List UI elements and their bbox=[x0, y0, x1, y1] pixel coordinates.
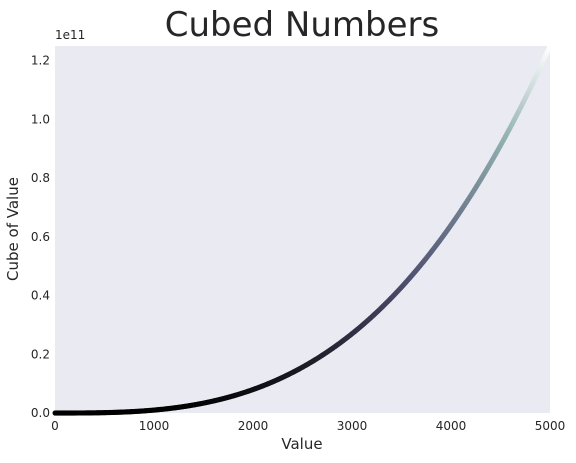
y-tick-label: 0.2 bbox=[31, 347, 50, 361]
y-axis-offset-label: 1e11 bbox=[55, 28, 85, 42]
x-tick-label: 4000 bbox=[436, 419, 467, 433]
y-tick-label: 0.0 bbox=[31, 406, 50, 420]
x-tick-label: 3000 bbox=[337, 419, 368, 433]
y-tick-label: 1.2 bbox=[31, 54, 50, 68]
x-tick-label: 1000 bbox=[139, 419, 170, 433]
y-tick-label: 0.6 bbox=[31, 230, 50, 244]
scatter-point bbox=[546, 44, 552, 51]
y-axis-label: Cube of Value bbox=[4, 177, 22, 281]
y-tick-label: 1.0 bbox=[31, 112, 50, 126]
chart-title: Cubed Numbers bbox=[165, 5, 439, 45]
x-axis-ticks: 0 1000 2000 3000 4000 5000 bbox=[51, 419, 565, 433]
x-tick-label: 5000 bbox=[535, 419, 566, 433]
y-tick-label: 0.4 bbox=[31, 289, 50, 303]
plot-area bbox=[55, 46, 550, 413]
x-tick-label: 0 bbox=[51, 419, 59, 433]
x-tick-label: 2000 bbox=[238, 419, 269, 433]
scatter-points bbox=[52, 44, 552, 416]
y-tick-label: 0.8 bbox=[31, 171, 50, 185]
x-axis-label: Value bbox=[281, 435, 322, 453]
y-axis-ticks: 0.0 0.2 0.4 0.6 0.8 1.0 1.2 bbox=[31, 54, 50, 420]
